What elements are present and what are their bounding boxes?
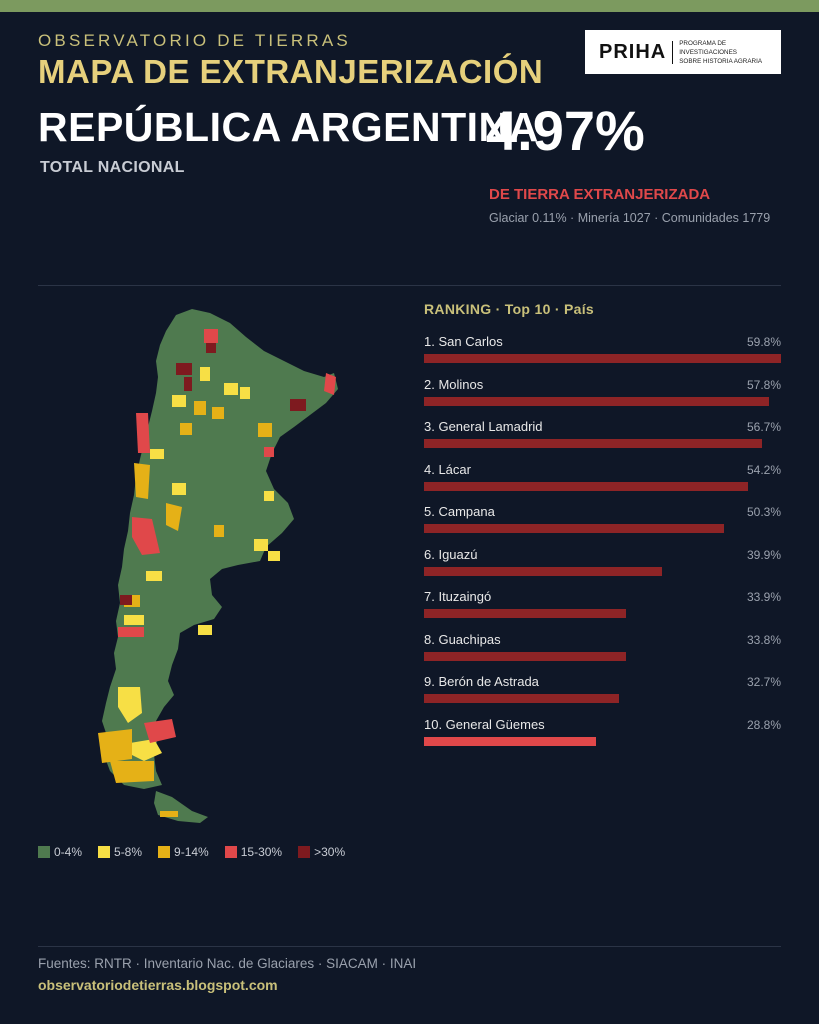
legend-label: 9-14% — [174, 845, 209, 859]
legend-swatch — [98, 846, 111, 858]
ranking-bar — [424, 651, 626, 661]
divider-top — [38, 285, 781, 286]
ranking-value-label: 54.2% — [746, 462, 781, 477]
legend-item-over-30: >30% — [298, 845, 345, 859]
ranking-value-label: 33.9% — [746, 590, 781, 604]
org-name: OBSERVATORIO DE TIERRAS — [38, 31, 351, 50]
divider-bottom — [38, 946, 781, 947]
ranking-category-label: 5. Campana — [424, 504, 495, 519]
ranking-category-label: 6. Iguazú — [424, 546, 478, 562]
ranking-category-label: 8. Guachipas — [424, 631, 501, 647]
ranking-bar — [424, 439, 763, 448]
ranking-value-label: 33.8% — [746, 632, 781, 647]
ranking-value-label: 39.9% — [746, 547, 781, 562]
ranking-category-label: 7. Ituzaingó — [424, 589, 492, 604]
legend-swatch — [298, 846, 311, 858]
ranking-chart: 1. San Carlos 59.8% 2. Molinos 57.8% 3. Gene… — [424, 334, 781, 759]
stats-line: Glaciar 0.11% · Minería 1027 · Comunidad… — [489, 211, 771, 225]
ranking-value-label: 28.8% — [746, 717, 781, 732]
ranking-row: 9. Berón de Astrada 32.7% — [424, 674, 781, 717]
ranking-value-label: 57.8% — [746, 377, 781, 392]
percentage-label: DE TIERRA EXTRANJERIZADA — [489, 186, 711, 203]
legend-item-9-14: 9-14% — [158, 845, 209, 859]
ranking-row: 3. General Lamadrid 56.7% — [424, 419, 781, 462]
legend-swatch — [224, 846, 237, 858]
map-legend: 0-4% 5-8% 9-14% 15-30% >30% — [38, 845, 345, 859]
ranking-value-label: 56.7% — [746, 420, 781, 434]
map-darkred-regions — [120, 343, 306, 605]
legend-item-5-8: 5-8% — [98, 845, 142, 859]
ranking-value-label: 32.7% — [746, 675, 781, 689]
site-link[interactable]: observatoriodetierras.blogspot.com — [38, 977, 278, 993]
legend-label: 0-4% — [54, 845, 83, 859]
map-gold-regions — [98, 401, 272, 817]
ranking-row: 4. Lácar 54.2% — [424, 462, 781, 505]
national-percentage: 4.97% — [486, 99, 645, 162]
legend-label: 5-8% — [114, 845, 143, 859]
country-name: REPÚBLICA ARGENTINA — [38, 104, 539, 150]
ranking-bar — [424, 609, 627, 618]
ranking-bar — [424, 566, 663, 576]
ranking-value-label: 50.3% — [746, 505, 781, 519]
map-red-regions — [118, 329, 336, 743]
legend-item-15-30: 15-30% — [224, 845, 283, 859]
logo-subtitle: PROGRAMA DE INVESTIGACIONES SOBRE HISTOR… — [673, 39, 781, 66]
logo-sub-line2: SOBRE HISTORIA AGRARIA — [679, 57, 763, 65]
ranking-bar — [424, 694, 620, 703]
ranking-row: 2. Molinos 57.8% — [424, 377, 781, 420]
legend-swatch — [38, 846, 50, 858]
legend-item-0-4: 0-4% — [38, 845, 82, 859]
legend-label: >30% — [314, 845, 346, 859]
ranking-bar — [424, 354, 781, 363]
ranking-category-label: 2. Molinos — [424, 376, 484, 392]
map-yellow-regions — [118, 367, 280, 761]
ranking-row: 7. Ituzaingó 33.9% — [424, 589, 781, 632]
ranking-category-label: 3. General Lamadrid — [424, 419, 543, 434]
logo-sub-line1: PROGRAMA DE INVESTIGACIONES — [679, 39, 737, 56]
legend-label: 15-30% — [240, 845, 283, 859]
priha-logo: PRIHA PROGRAMA DE INVESTIGACIONES SOBRE … — [585, 30, 781, 74]
ranking-category-label: 1. San Carlos — [424, 334, 503, 349]
ranking-bar — [424, 736, 596, 746]
ranking-value-label: 59.8% — [746, 335, 781, 349]
ranking-bar — [424, 524, 725, 533]
total-label: TOTAL NACIONAL — [40, 159, 185, 176]
ranking-bar — [424, 481, 748, 491]
ranking-category-label: 10. General Güemes — [424, 716, 545, 732]
top-accent-bar — [0, 0, 819, 12]
ranking-category-label: 9. Berón de Astrada — [424, 674, 539, 689]
ranking-row: 8. Guachipas 33.8% — [424, 632, 781, 675]
ranking-title: RANKING · Top 10 · País — [424, 301, 594, 317]
page-title: MAPA DE EXTRANJERIZACIÓN — [38, 53, 544, 90]
ranking-row: 1. San Carlos 59.8% — [424, 334, 781, 377]
logo-main-text: PRIHA — [599, 40, 674, 64]
argentina-map — [98, 309, 338, 823]
ranking-row: 6. Iguazú 39.9% — [424, 547, 781, 590]
sources-text: Fuentes: RNTR · Inventario Nac. de Glaci… — [38, 956, 417, 971]
ranking-category-label: 4. Lácar — [424, 461, 471, 477]
ranking-row: 5. Campana 50.3% — [424, 504, 781, 547]
ranking-bar — [424, 396, 770, 406]
legend-swatch — [158, 846, 171, 858]
ranking-row: 10. General Güemes 28.8% — [424, 717, 781, 760]
